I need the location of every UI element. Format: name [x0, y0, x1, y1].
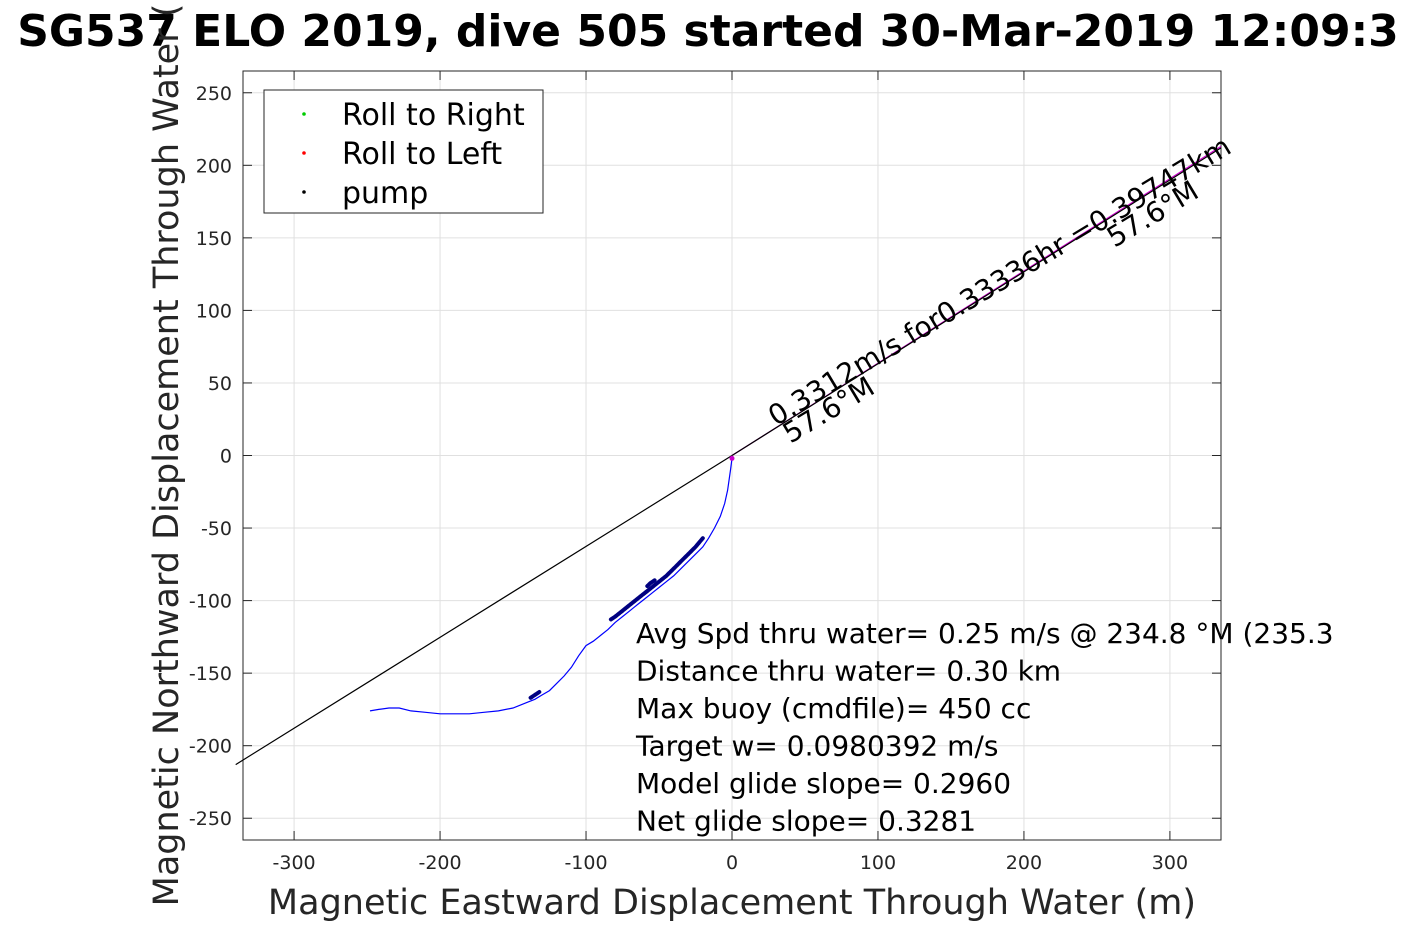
info-line: Distance thru water= 0.30 km	[636, 655, 1061, 688]
info-line: Net glide slope= 0.3281	[636, 805, 976, 838]
pump-segment	[528, 690, 542, 700]
pump-segment	[645, 578, 657, 589]
origin-marker	[729, 455, 735, 461]
y-tick-label: 200	[196, 155, 232, 177]
info-line: Avg Spd thru water= 0.25 m/s @ 234.8 °M …	[636, 617, 1334, 650]
y-tick-label: -250	[189, 808, 232, 830]
x-tick-label: 100	[860, 852, 896, 874]
x-tick-label: 200	[1006, 852, 1042, 874]
chart-title: SG537 ELO 2019, dive 505 started 30-Mar-…	[17, 6, 1399, 57]
legend-entry-label: Roll to Left	[342, 137, 502, 172]
legend-marker	[302, 151, 306, 155]
legend-marker	[302, 190, 306, 194]
info-block: Avg Spd thru water= 0.25 m/s @ 234.8 °M …	[635, 617, 1334, 838]
x-tick-label: 0	[726, 852, 738, 874]
info-line: Target w= 0.0980392 m/s	[635, 730, 998, 763]
y-tick-label: -100	[189, 591, 232, 613]
legend-marker	[302, 112, 306, 116]
y-tick-label: -200	[189, 736, 232, 758]
series-layer	[235, 145, 1222, 766]
tick-marks	[243, 71, 1221, 840]
y-tick-label: -150	[189, 663, 232, 685]
legend-entry-label: Roll to Right	[342, 98, 525, 133]
x-tick-labels: -300 -200 -100 0 100 200 300	[273, 852, 1189, 874]
legend: Roll to Right Roll to Left pump	[263, 89, 544, 214]
series-line-2	[235, 454, 733, 766]
x-tick-label: -100	[564, 852, 607, 874]
pump-segment	[608, 536, 705, 622]
series-line-4	[731, 147, 1222, 457]
y-tick-labels: 250 200 150 100 50 0 -50 -100 -150 -200 -250	[189, 83, 232, 830]
info-line: Max buoy (cmdfile)= 450 cc	[636, 692, 1031, 725]
x-tick-label: -300	[273, 852, 316, 874]
legend-box	[263, 89, 544, 214]
series-line-0	[369, 458, 733, 715]
x-axis-label: Magnetic Eastward Displacement Through W…	[268, 883, 1196, 923]
y-tick-label: 150	[196, 228, 232, 250]
y-tick-label: 50	[208, 373, 232, 395]
y-tick-label: 250	[196, 83, 232, 105]
y-axis-label: Magnetic Northward Displacement Through …	[147, 4, 187, 907]
y-tick-label: -50	[201, 518, 232, 540]
legend-entry-label: pump	[342, 176, 428, 211]
y-tick-label: 100	[196, 300, 232, 322]
info-line: Model glide slope= 0.2960	[636, 767, 1011, 800]
y-tick-label: 0	[220, 446, 232, 468]
x-tick-label: -200	[418, 852, 461, 874]
x-tick-label: 300	[1152, 852, 1188, 874]
